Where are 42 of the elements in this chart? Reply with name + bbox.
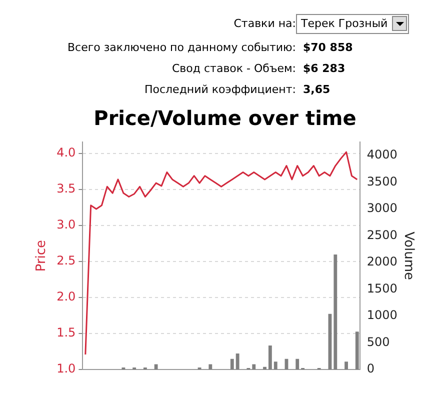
y2-tick-label: 1000 bbox=[366, 308, 398, 322]
y2-tick-label: 0 bbox=[366, 362, 374, 376]
bar bbox=[268, 346, 272, 370]
text: $70 858 bbox=[303, 41, 353, 54]
bar bbox=[263, 366, 266, 370]
y-axis-title: Price bbox=[34, 240, 50, 272]
bar bbox=[122, 367, 126, 370]
y-tick-label: 1.5 bbox=[56, 326, 76, 340]
dropdown-field: Терек Грозный bbox=[296, 14, 409, 34]
y-tick-label: 3.0 bbox=[56, 218, 76, 232]
bar bbox=[274, 362, 278, 370]
text: Последний коэффициент: bbox=[144, 83, 296, 96]
y2-tick-label: 500 bbox=[366, 334, 390, 349]
bar bbox=[143, 367, 147, 370]
bar bbox=[355, 332, 359, 370]
bar bbox=[230, 358, 234, 370]
y-tick-label: 2.5 bbox=[56, 254, 76, 268]
y-tick-label: 1.0 bbox=[56, 362, 76, 376]
text: 3,65 bbox=[303, 83, 330, 96]
bar bbox=[252, 364, 256, 370]
y2-tick-label: 2000 bbox=[366, 254, 398, 269]
bar bbox=[344, 362, 348, 370]
y2-tick-label: 1500 bbox=[366, 281, 398, 296]
bar bbox=[296, 358, 300, 370]
text: Всего заключено по данному событию: bbox=[67, 41, 296, 54]
y-tick-label: 4.0 bbox=[56, 146, 76, 160]
text: $6 283 bbox=[303, 62, 346, 75]
y2-tick-label: 2500 bbox=[366, 228, 398, 242]
bar bbox=[334, 254, 338, 370]
chart-title: Price/Volume over time bbox=[94, 106, 356, 130]
y2-tick-label: 4000 bbox=[366, 148, 398, 162]
y-tick-label: 2.0 bbox=[56, 290, 76, 304]
y2-axis-title: Volume bbox=[400, 232, 416, 280]
bar bbox=[132, 367, 136, 370]
text: Ставки на: bbox=[234, 17, 296, 30]
y-tick-label: 3.5 bbox=[56, 182, 76, 196]
bar bbox=[208, 364, 212, 370]
bar bbox=[154, 364, 158, 370]
y2-tick-label: 3500 bbox=[366, 174, 398, 188]
bar bbox=[236, 354, 240, 370]
y2-tick-label: 3000 bbox=[366, 201, 398, 216]
text: Свод ставок - Объем: bbox=[172, 62, 296, 75]
